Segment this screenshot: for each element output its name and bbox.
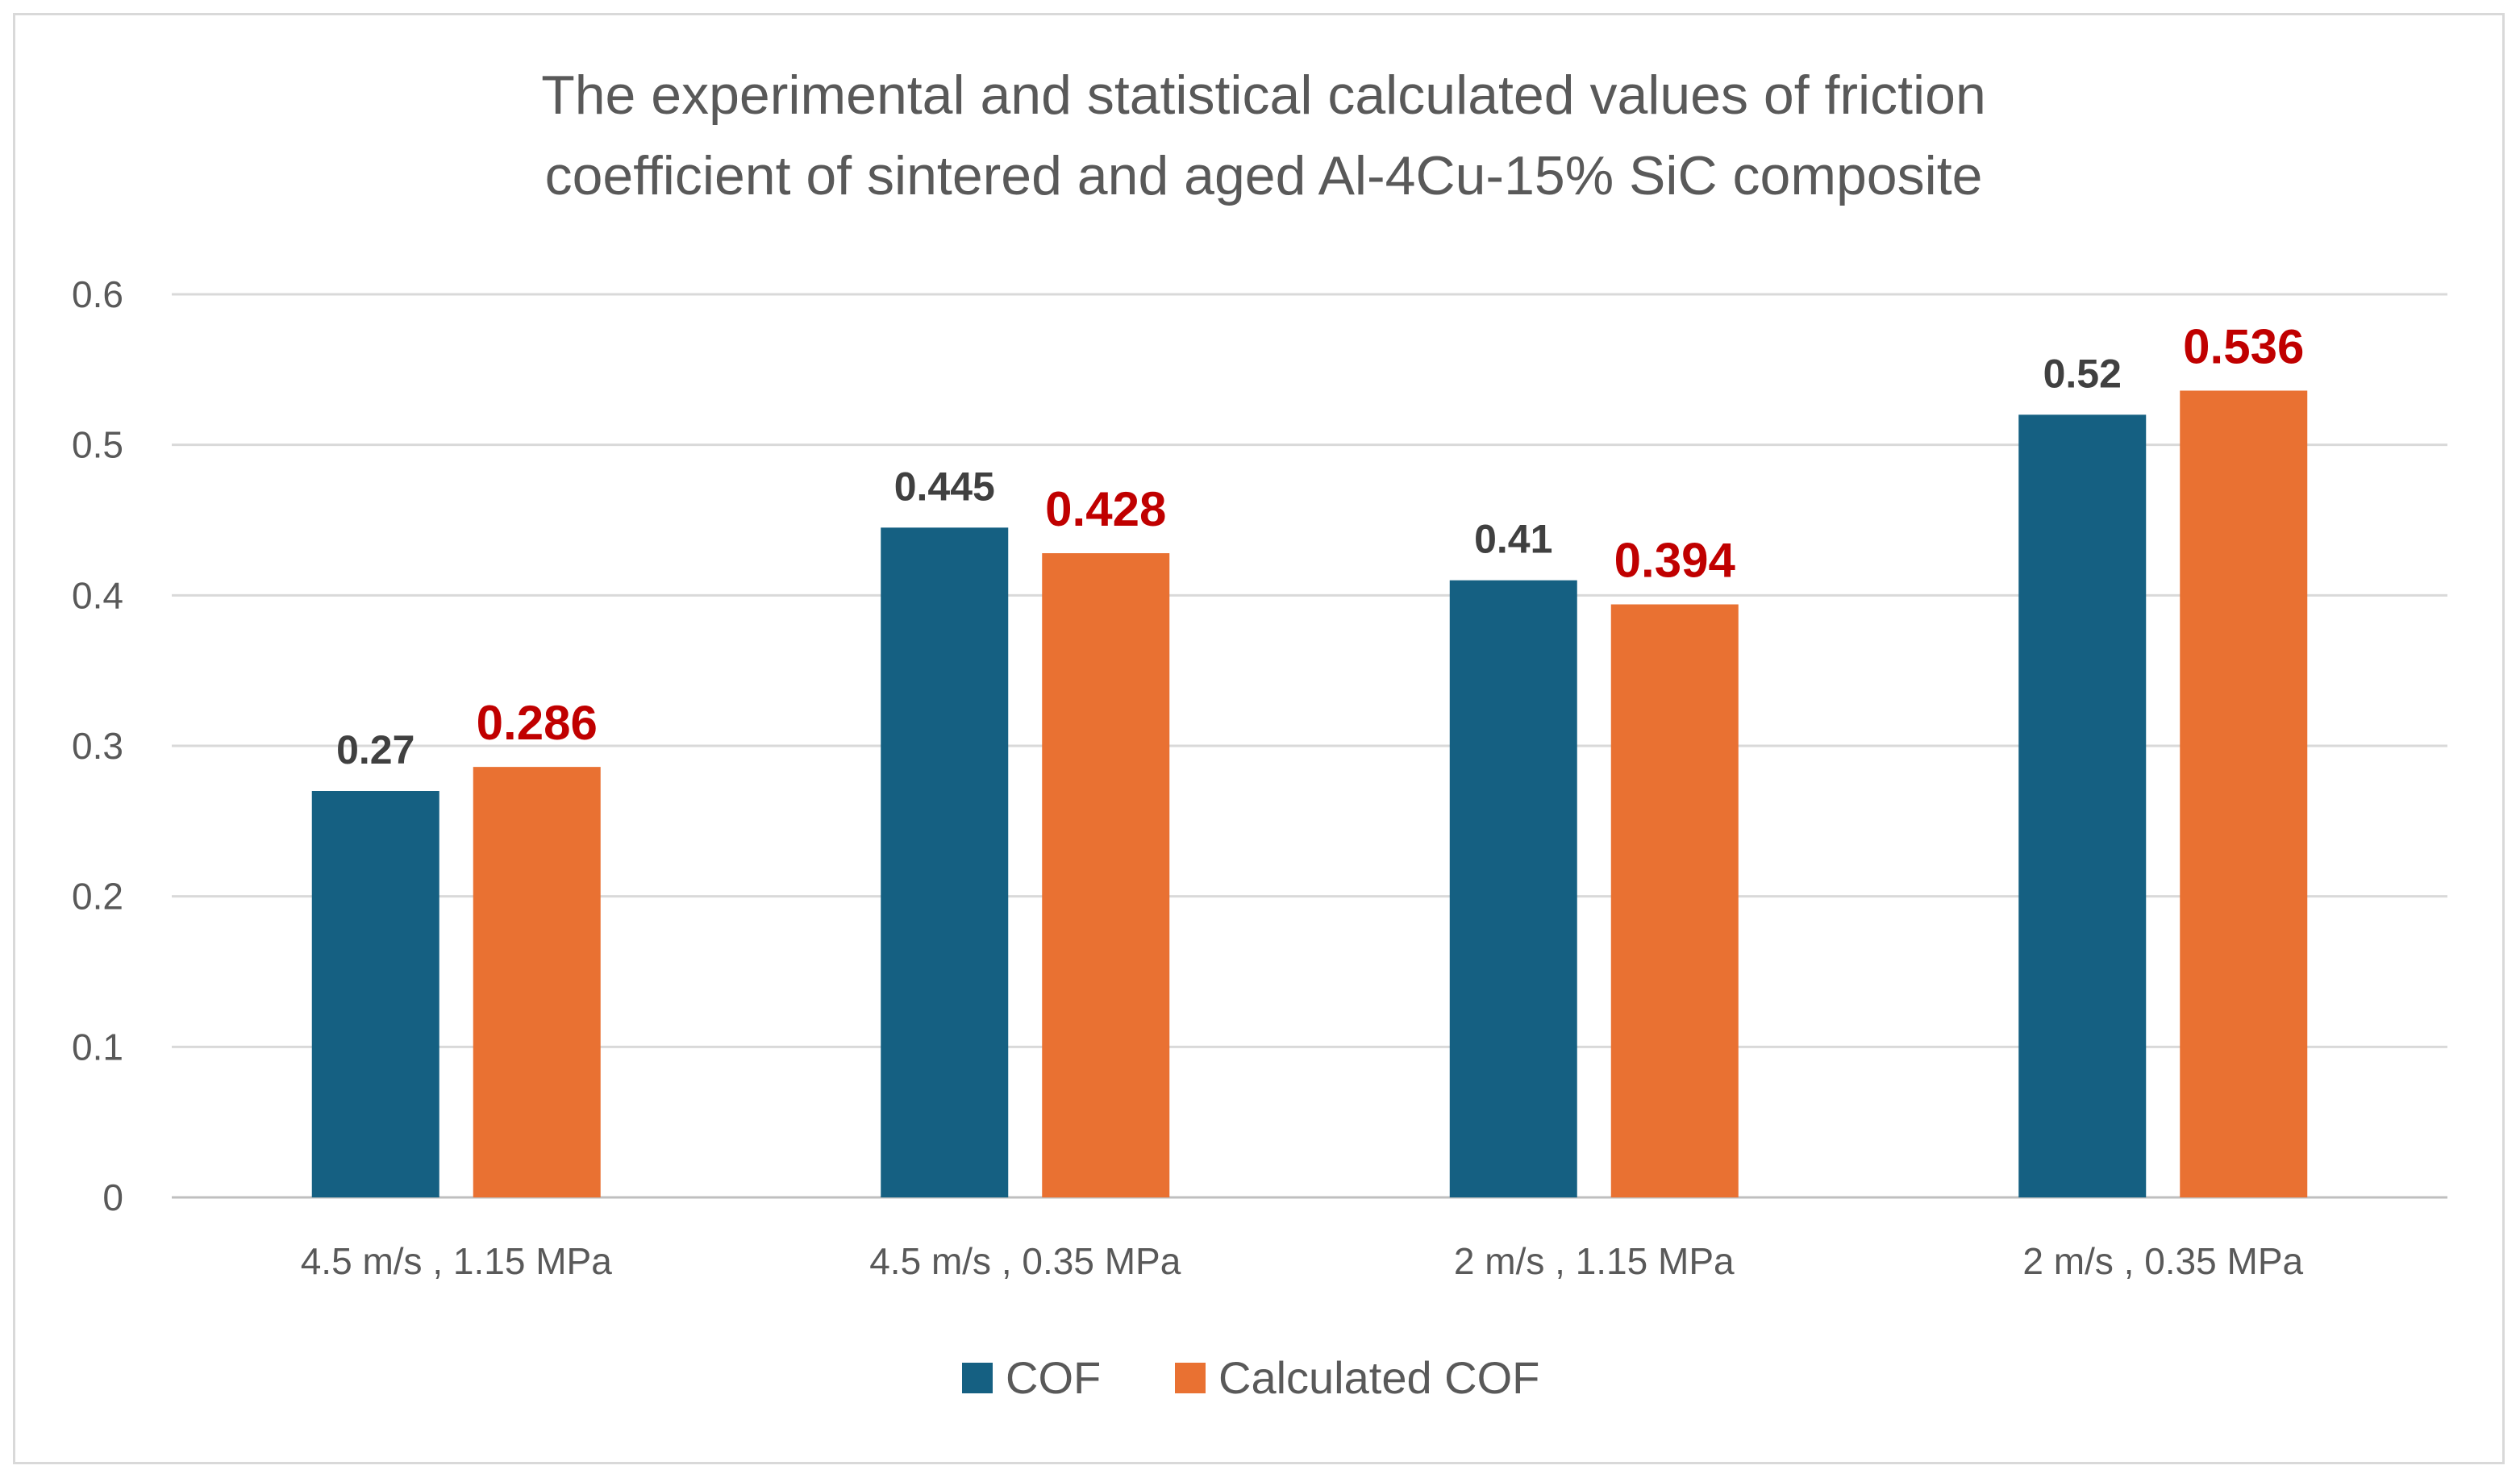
data-label-calculated-cof-2: 0.428	[1045, 482, 1166, 536]
y-tick-label: 0.2	[72, 876, 123, 918]
y-axis-tick-labels: 0 0.1 0.2 0.3 0.4 0.5 0.6	[72, 273, 123, 1218]
y-tick-label: 0.6	[72, 273, 123, 315]
x-category-label: 4.5 m/s , 1.15 MPa	[301, 1240, 612, 1282]
bar-calculated-cof-4	[2180, 390, 2308, 1197]
data-labels: 0.27 0.286 0.445 0.428 0.41 0.394 0.52 0.536	[336, 319, 2304, 772]
legend-label-calculated-cof: Calculated COF	[1218, 1352, 1539, 1403]
y-tick-label: 0.3	[72, 725, 123, 767]
legend-swatch-cof	[962, 1363, 993, 1393]
x-category-label: 4.5 m/s , 0.35 MPa	[869, 1240, 1181, 1282]
bar-cof-1	[311, 791, 439, 1197]
x-category-label: 2 m/s , 1.15 MPa	[1454, 1240, 1735, 1282]
x-axis-category-labels: 4.5 m/s , 1.15 MPa 4.5 m/s , 0.35 MPa 2 m/…	[301, 1240, 2304, 1282]
y-tick-label: 0	[102, 1176, 123, 1218]
y-tick-label: 0.5	[72, 424, 123, 466]
data-label-calculated-cof-3: 0.394	[1614, 534, 1736, 588]
y-tick-label: 0.4	[72, 574, 123, 616]
legend: COF Calculated COF	[962, 1352, 1539, 1403]
bar-calculated-cof-3	[1610, 604, 1739, 1197]
data-label-calculated-cof-1: 0.286	[477, 696, 598, 750]
data-label-cof-3: 0.41	[1474, 517, 1552, 562]
legend-label-cof: COF	[1006, 1352, 1101, 1403]
chart-title: The experimental and statistical calcula…	[541, 65, 1986, 206]
bar-cof-3	[1449, 580, 1577, 1197]
legend-swatch-calculated-cof	[1175, 1363, 1206, 1393]
chart-title-line-1: The experimental and statistical calcula…	[541, 65, 1986, 126]
bar-calculated-cof-2	[1042, 553, 1170, 1197]
chart-frame: The experimental and statistical calcula…	[13, 13, 2505, 1464]
bar-chart: The experimental and statistical calcula…	[72, 65, 2447, 1403]
data-label-cof-4: 0.52	[2043, 351, 2122, 396]
chart-title-line-2: coefficient of sintered and aged Al-4Cu-…	[545, 145, 1983, 206]
bar-calculated-cof-1	[473, 767, 601, 1197]
x-category-label: 2 m/s , 0.35 MPa	[2022, 1240, 2303, 1282]
bar-cof-2	[881, 527, 1009, 1197]
y-tick-label: 0.1	[72, 1026, 123, 1068]
data-label-cof-1: 0.27	[336, 727, 414, 772]
bars	[311, 390, 2308, 1197]
bar-cof-4	[2018, 414, 2147, 1197]
data-label-calculated-cof-4: 0.536	[2183, 319, 2304, 373]
data-label-cof-2: 0.445	[894, 464, 995, 509]
